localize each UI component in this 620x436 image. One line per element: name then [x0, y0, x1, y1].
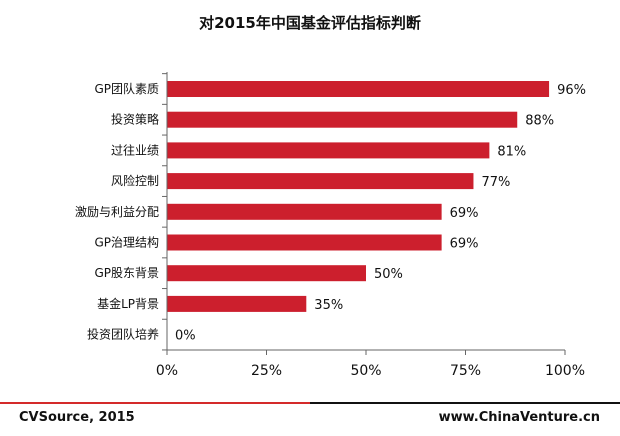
- x-tick-label: 0%: [156, 363, 178, 379]
- category-label: 投资团队培养: [87, 327, 159, 342]
- bar: [167, 173, 474, 190]
- x-tick-label: 100%: [545, 363, 585, 379]
- bars-layer: [167, 81, 550, 312]
- data-label: 69%: [450, 237, 479, 252]
- category-label: 风险控制: [111, 173, 159, 188]
- bar: [167, 234, 442, 251]
- value-labels: 96% 88% 81% 77% 69% 69% 50% 35% 0%: [175, 83, 586, 344]
- category-label: 投资策略: [111, 112, 159, 127]
- data-label: 88%: [525, 114, 554, 129]
- data-label: 69%: [450, 206, 479, 221]
- data-label: 77%: [481, 175, 510, 190]
- category-label: 过往业绩: [111, 142, 159, 157]
- x-tick-label: 50%: [350, 363, 381, 379]
- x-tick-label: 25%: [251, 363, 282, 379]
- bar: [167, 265, 366, 282]
- data-label: 35%: [314, 298, 343, 313]
- category-label: GP团队素质: [94, 81, 159, 96]
- category-label: GP治理结构: [94, 235, 159, 250]
- bar: [167, 203, 442, 220]
- axes: 0% 25% 50% 75% 100%: [156, 72, 585, 379]
- bar: [167, 142, 490, 159]
- chart-title: 对2015年中国基金评估指标判断: [199, 14, 421, 32]
- category-label: GP股东背景: [94, 266, 159, 280]
- category-label: 激励与利益分配: [75, 205, 159, 219]
- data-label: 81%: [497, 144, 526, 159]
- data-label: 96%: [557, 83, 586, 98]
- source-label: CVSource, 2015: [19, 410, 135, 425]
- data-label: 50%: [374, 267, 403, 282]
- bar: [167, 111, 518, 128]
- bar: [167, 295, 307, 312]
- data-label: 0%: [175, 329, 196, 344]
- bar: [167, 81, 550, 97]
- website-label: www.ChinaVenture.cn: [439, 410, 600, 425]
- category-label: 基金LP背景: [97, 296, 159, 311]
- x-tick-label: 75%: [450, 363, 481, 379]
